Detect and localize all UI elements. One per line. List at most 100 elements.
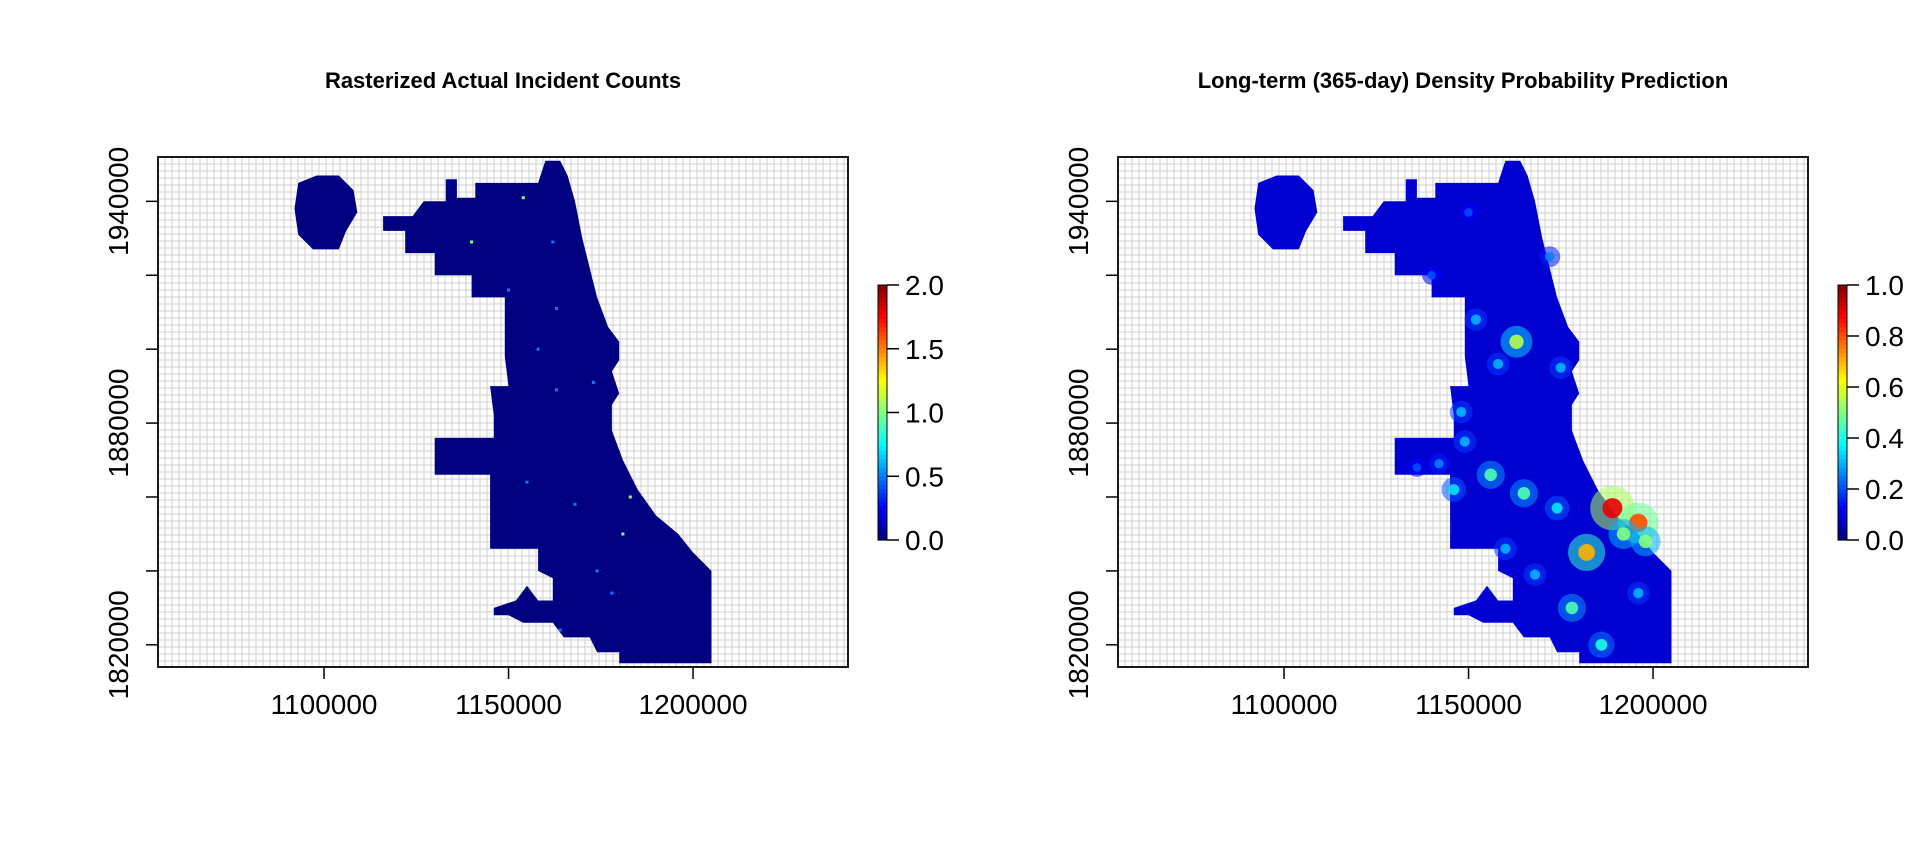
colorbar-step: [878, 370, 887, 375]
heatmap-cells: [470, 196, 632, 632]
x-tick-label: 1200000: [639, 689, 748, 720]
colorbar-step: [1838, 476, 1847, 482]
colorbar-step: [1838, 446, 1847, 452]
heat-cell: [536, 347, 540, 351]
colorbar-step: [1838, 527, 1847, 533]
heat-cell: [1448, 484, 1460, 496]
colorbar-step: [878, 374, 887, 380]
colorbar-step: [1838, 459, 1847, 465]
colorbar-frame: [1837, 284, 1848, 541]
colorbar-step: [1838, 408, 1847, 414]
y-tick-label: 1940000: [1063, 147, 1094, 256]
city-region: [383, 160, 712, 664]
colorbar-step: [1838, 489, 1847, 494]
colorbar-step: [878, 416, 887, 422]
colorbar-step: [1838, 455, 1847, 460]
colorbar-step: [1838, 374, 1847, 380]
heat-cell: [1484, 468, 1497, 482]
colorbar-step: [878, 493, 887, 499]
colorbar-step: [1838, 510, 1847, 516]
x-axis: 1100000 1150000 1200000: [1231, 667, 1708, 720]
colorbar-step: [1838, 302, 1847, 307]
colorbar-step: [1838, 425, 1847, 431]
colorbar-step: [1838, 370, 1847, 375]
colorbar-step: [878, 497, 887, 503]
heat-cell: [1545, 252, 1555, 262]
chart-panel-prediction: Long-term (365-day) Density Probability …: [1063, 68, 1904, 720]
colorbar-tick-label: 0.4: [1865, 423, 1904, 454]
heat-cell: [1595, 638, 1608, 651]
heat-cell: [1470, 314, 1481, 325]
heatmap-cells: [1407, 202, 1661, 658]
colorbar-step: [878, 289, 887, 295]
colorbar-step: [878, 387, 887, 392]
heat-cell: [1459, 436, 1470, 447]
colorbar-tick-label: 0.2: [1865, 474, 1904, 505]
heat-cell: [1412, 463, 1422, 472]
colorbar-step: [1838, 348, 1847, 354]
colorbar-step: [1838, 506, 1847, 511]
heat-cell: [470, 240, 474, 244]
colorbar-step: [878, 433, 887, 439]
colorbar-step: [1838, 336, 1847, 341]
colorbar: 0.0 0.2 0.4 0.6 0.8 1.0: [1837, 270, 1904, 556]
colorbar-step: [1838, 493, 1847, 499]
colorbar-step: [878, 323, 887, 329]
airport-region: [294, 175, 358, 250]
chart-panel-actual: Rasterized Actual Incident Counts 110000…: [103, 68, 944, 720]
colorbar-step: [878, 518, 887, 524]
x-axis: 1100000 1150000 1200000: [271, 667, 748, 720]
colorbar-tick-label: 1.5: [905, 334, 944, 365]
colorbar-step: [1838, 404, 1847, 409]
colorbar-step: [1838, 395, 1847, 401]
colorbar-step: [1838, 297, 1847, 303]
colorbar-step: [878, 412, 887, 418]
colorbar-step: [878, 489, 887, 494]
colorbar-tick-label: 1.0: [905, 398, 944, 429]
colorbar-step: [1838, 463, 1847, 469]
colorbar-tick-label: 0.0: [905, 525, 944, 556]
colorbar-step: [1838, 531, 1847, 537]
colorbar-step: [878, 353, 887, 358]
colorbar-step: [878, 484, 887, 490]
colorbar-step: [1838, 331, 1847, 337]
heat-cell: [507, 288, 510, 292]
colorbar-tick-label: 0.6: [1865, 372, 1904, 403]
colorbar-step: [878, 357, 887, 363]
colorbar-step: [1838, 340, 1847, 346]
heat-cell: [1500, 543, 1511, 554]
colorbar-step: [878, 421, 887, 426]
colorbar-step: [878, 336, 887, 341]
colorbar-step: [1838, 323, 1847, 329]
colorbar-step: [1838, 289, 1847, 295]
heat-cell: [610, 591, 614, 595]
colorbar-step: [878, 429, 887, 435]
plot-frame: [1117, 156, 1809, 668]
colorbar-step: [878, 442, 887, 448]
colorbar-step: [1838, 412, 1847, 418]
colorbar-step: [878, 348, 887, 354]
colorbar-step: [878, 467, 887, 473]
airport-region: [1254, 175, 1318, 250]
colorbar-step: [878, 476, 887, 482]
y-tick-label: 1820000: [103, 590, 134, 699]
heat-cell: [1616, 527, 1631, 541]
heat-cell: [1578, 544, 1595, 561]
colorbar-step: [878, 472, 887, 477]
colorbar-tick-label: 0.5: [905, 461, 944, 492]
y-axis: 1820000 1880000 1940000: [103, 147, 158, 699]
colorbar-step: [1838, 416, 1847, 422]
colorbar-step: [1838, 514, 1847, 520]
x-tick-label: 1100000: [271, 689, 378, 720]
colorbar-tick-label: 1.0: [1865, 270, 1904, 301]
colorbar-step: [878, 297, 887, 303]
colorbar-step: [878, 514, 887, 520]
chart-title: Long-term (365-day) Density Probability …: [1198, 68, 1729, 93]
colorbar-step: [1838, 306, 1847, 312]
heat-cell: [551, 240, 555, 244]
colorbar-step: [878, 450, 887, 456]
colorbar-step: [1838, 429, 1847, 435]
colorbar-step: [1838, 365, 1847, 371]
heat-cell: [1638, 534, 1653, 549]
